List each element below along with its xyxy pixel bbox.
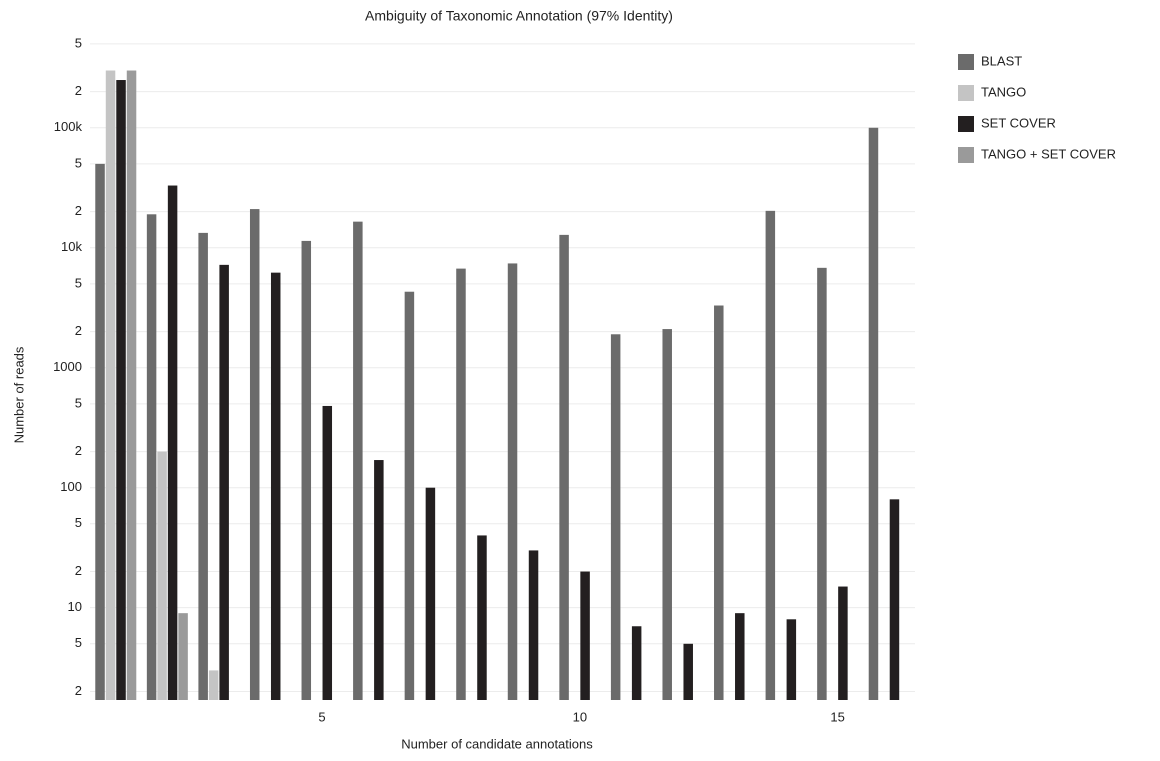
y-tick-label: 2 <box>75 203 82 218</box>
bar <box>610 334 621 700</box>
y-tick-label: 100k <box>54 119 83 134</box>
bar <box>95 163 105 700</box>
y-tick-label: 5 <box>75 155 82 170</box>
legend-label: TANGO + SET COVER <box>981 146 1116 161</box>
bar <box>889 499 900 700</box>
y-tick-label: 10 <box>68 599 82 614</box>
bar <box>786 619 797 700</box>
bar <box>662 329 672 700</box>
y-tick-label: 1000 <box>53 359 82 374</box>
bar <box>157 451 167 700</box>
bar <box>528 550 539 700</box>
bar <box>559 234 569 700</box>
x-tick-label: 5 <box>318 709 325 724</box>
bar <box>477 535 487 700</box>
bar <box>116 80 126 700</box>
bar <box>249 209 260 700</box>
bar <box>714 305 724 700</box>
chart-title: Ambiguity of Taxonomic Annotation (97% I… <box>365 8 673 24</box>
legend-swatch <box>958 147 974 163</box>
bar <box>301 240 312 700</box>
x-axis-label: Number of candidate annotations <box>401 736 593 751</box>
bar <box>270 272 281 700</box>
x-tick-label: 10 <box>573 709 587 724</box>
bar <box>683 643 693 700</box>
y-tick-label: 5 <box>75 275 82 290</box>
bar <box>219 264 229 700</box>
bar <box>817 267 827 700</box>
bar <box>374 460 384 700</box>
y-tick-label: 5 <box>75 635 82 650</box>
bar <box>167 185 178 700</box>
bar <box>146 214 157 700</box>
y-tick-label: 5 <box>75 35 82 50</box>
bar <box>765 210 776 701</box>
legend-label: SET COVER <box>981 115 1056 130</box>
legend-label: TANGO <box>981 84 1026 99</box>
y-tick-label: 100 <box>60 479 82 494</box>
bar <box>868 127 879 700</box>
legend-swatch <box>958 54 974 70</box>
bar <box>838 586 848 700</box>
y-tick-label: 5 <box>75 395 82 410</box>
y-tick-label: 5 <box>75 515 82 530</box>
bar <box>322 405 333 700</box>
bar <box>735 613 745 700</box>
bar <box>507 263 518 700</box>
bar <box>178 613 188 700</box>
bar <box>456 268 466 700</box>
bar <box>631 626 642 700</box>
y-tick-label: 2 <box>75 683 82 698</box>
y-tick-label: 10k <box>61 239 82 254</box>
bar <box>198 232 208 700</box>
y-tick-label: 2 <box>75 443 82 458</box>
legend-swatch <box>958 85 974 101</box>
legend-label: BLAST <box>981 53 1022 68</box>
y-tick-label: 2 <box>75 563 82 578</box>
bar <box>353 221 363 700</box>
bar <box>208 670 219 700</box>
y-tick-label: 2 <box>75 323 82 338</box>
bar <box>580 571 590 700</box>
x-tick-label: 15 <box>830 709 844 724</box>
y-tick-label: 2 <box>75 83 82 98</box>
y-axis-label: Number of reads <box>11 346 26 443</box>
legend-swatch <box>958 116 974 132</box>
bar <box>105 70 116 701</box>
bar <box>404 291 415 700</box>
bar <box>425 487 436 700</box>
bar <box>126 70 137 701</box>
